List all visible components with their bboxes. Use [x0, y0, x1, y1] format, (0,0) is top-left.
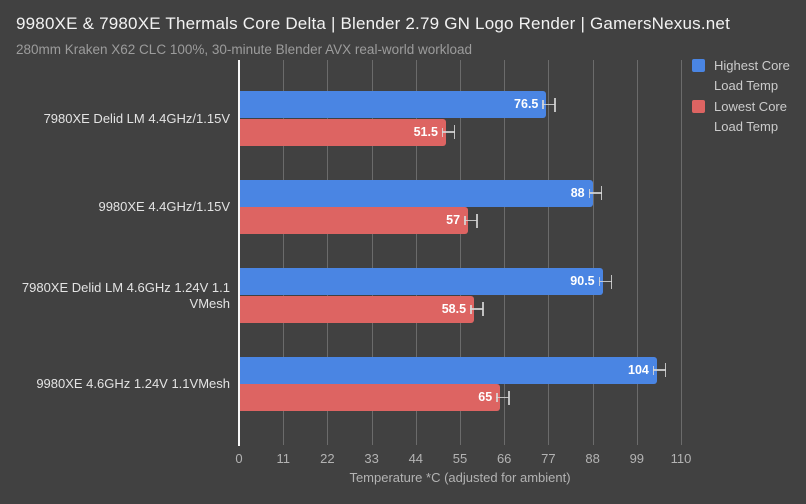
bar-lowest-temp — [240, 384, 501, 411]
error-whisker-cap — [476, 213, 478, 228]
gridline — [592, 60, 594, 445]
error-whisker-cap — [588, 188, 591, 198]
error-whisker — [470, 308, 484, 310]
x-tick-label: 110 — [670, 451, 692, 466]
x-tick-label: 99 — [629, 451, 645, 466]
error-whisker — [588, 192, 602, 194]
gridline — [548, 60, 550, 445]
error-whisker-cap — [453, 125, 456, 139]
error-whisker-cap — [664, 363, 667, 377]
error-whisker-cap — [482, 302, 484, 316]
error-whisker-cap — [508, 390, 510, 405]
legend-label: Highest Core Load Temp — [714, 58, 790, 93]
x-tick-label: 11 — [276, 451, 290, 466]
error-whisker-cap — [470, 304, 472, 314]
legend-swatch-blue — [692, 59, 705, 72]
gridline — [415, 60, 417, 445]
legend-label: Lowest Core Load Temp — [714, 99, 787, 134]
legend-swatch-red — [692, 100, 705, 113]
x-tick-label: 22 — [320, 451, 335, 466]
bar-lowest-temp — [240, 118, 446, 146]
gridline — [504, 60, 506, 445]
category-label: 7980XE Delid LM 4.4GHz/1.15V — [43, 110, 230, 126]
bar-highest-temp — [240, 91, 547, 118]
bar-value-label: 76.5 — [514, 97, 539, 111]
bar-value-label: 58.5 — [441, 301, 467, 316]
category-label: 7980XE Delid LM 4.6GHz 1.24V 1.1 VMesh — [21, 279, 230, 311]
gridline — [283, 60, 285, 445]
error-whisker — [496, 396, 510, 399]
x-tick-label: 55 — [452, 451, 468, 466]
x-tick-label: 66 — [496, 451, 512, 466]
bar-value-label: 51.5 — [413, 124, 438, 139]
category-label: 9980XE 4.4GHz/1.15V — [98, 199, 230, 214]
error-whisker-cap — [542, 100, 544, 109]
bar-highest-temp — [240, 179, 593, 207]
x-axis-title: Temperature *C (adjusted for ambient) — [349, 470, 571, 485]
bar-highest-temp — [240, 268, 603, 295]
error-whisker — [464, 219, 478, 222]
chart-title: 9980XE & 7980XE Thermals Core Delta | Bl… — [16, 14, 730, 33]
error-whisker-cap — [598, 277, 601, 286]
error-whisker-cap — [464, 216, 466, 225]
bar-value-label: 104 — [628, 362, 649, 377]
gridline — [460, 60, 461, 445]
error-whisker-cap — [652, 365, 655, 375]
gridline — [681, 60, 682, 445]
error-whisker-cap — [600, 186, 603, 200]
gridline — [327, 60, 329, 445]
bar-value-label: 90.5 — [570, 274, 595, 288]
error-whisker — [542, 103, 556, 106]
error-whisker-cap — [496, 393, 498, 402]
category-label: 9980XE 4.6GHz 1.24V 1.1VMesh — [36, 376, 230, 391]
bar-value-label: 57 — [446, 213, 461, 227]
x-tick-label: 33 — [364, 451, 379, 466]
bar-value-label: 65 — [478, 390, 493, 404]
x-tick-label: 77 — [541, 451, 556, 466]
bar-value-label: 88 — [570, 185, 585, 200]
error-whisker-cap — [610, 274, 613, 289]
legend-entry-highest: Highest Core Load Temp — [692, 56, 794, 96]
error-whisker-cap — [441, 127, 444, 137]
gridline — [371, 60, 373, 445]
bar-highest-temp — [240, 356, 657, 384]
error-whisker-cap — [554, 97, 556, 112]
axis-zero-line — [238, 60, 240, 446]
x-tick-label: 0 — [235, 451, 243, 466]
bar-lowest-temp — [240, 207, 469, 234]
chart-subtitle: 280mm Kraken X62 CLC 100%, 30-minute Ble… — [16, 42, 472, 57]
error-whisker — [652, 369, 666, 371]
gridline — [636, 60, 638, 445]
legend-entry-lowest: Lowest Core Load Temp — [692, 97, 794, 137]
x-tick-label: 44 — [408, 451, 424, 466]
bar-lowest-temp — [240, 295, 475, 323]
x-tick-label: 88 — [585, 451, 600, 466]
error-whisker — [598, 280, 612, 283]
error-whisker — [441, 131, 455, 133]
